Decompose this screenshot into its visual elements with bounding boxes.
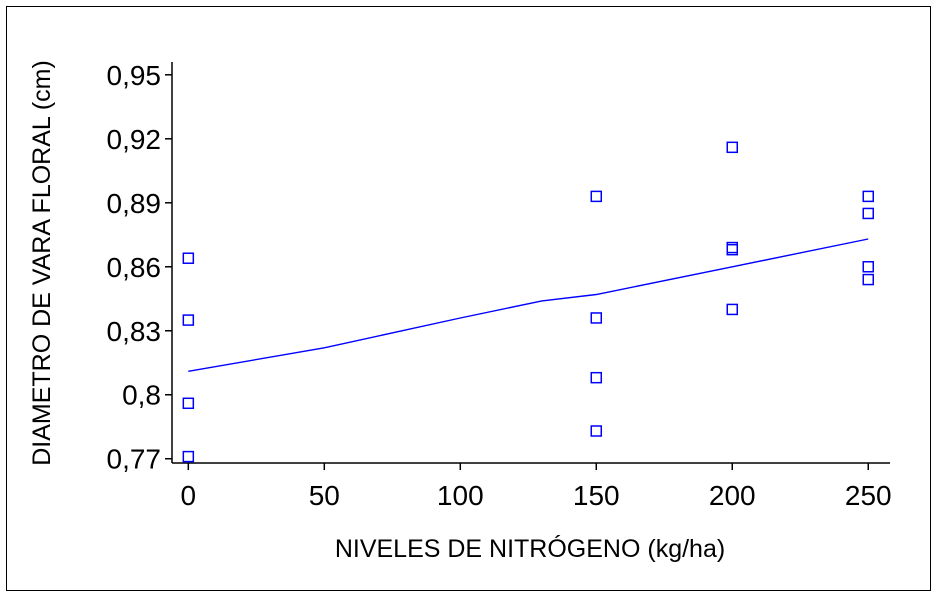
y-tick-label: 0,92 bbox=[107, 124, 162, 155]
chart-frame bbox=[6, 6, 931, 591]
data-point bbox=[182, 252, 195, 264]
x-tick-label: 250 bbox=[845, 480, 892, 511]
data-point bbox=[182, 314, 195, 326]
x-tick-label: 100 bbox=[437, 480, 484, 511]
data-point bbox=[590, 190, 603, 203]
data-point bbox=[862, 207, 874, 220]
y-tick-label: 0,8 bbox=[122, 380, 161, 411]
data-point bbox=[862, 261, 874, 273]
y-tick-label: 0,86 bbox=[107, 252, 162, 283]
y-axis: 0,77 0,8 0,83 0,86 0,89 0,92 0,95 bbox=[107, 60, 173, 475]
y-axis-title: DIAMETRO DE VARA FLORAL (cm) bbox=[28, 60, 56, 466]
x-axis: 0 50 100 150 200 250 bbox=[172, 462, 892, 511]
data-point bbox=[862, 273, 874, 286]
x-tick-label: 200 bbox=[709, 480, 756, 511]
x-axis-title: NIVELES DE NITRÓGENO (kg/ha) bbox=[335, 534, 725, 563]
x-tick-label: 0 bbox=[181, 480, 197, 511]
data-point bbox=[590, 425, 603, 437]
data-point bbox=[862, 190, 874, 203]
data-point bbox=[726, 243, 739, 256]
y-tick-label: 0,77 bbox=[107, 444, 162, 475]
x-tick-label: 150 bbox=[573, 480, 620, 511]
x-tick-label: 50 bbox=[309, 480, 340, 511]
data-point bbox=[590, 312, 603, 324]
regression-line bbox=[188, 238, 869, 372]
data-point bbox=[182, 450, 195, 463]
y-tick-label: 0,89 bbox=[107, 188, 162, 219]
data-point bbox=[726, 303, 739, 316]
regression-line-group bbox=[188, 238, 869, 372]
data-point bbox=[726, 141, 739, 154]
data-point bbox=[182, 397, 195, 410]
y-tick-label: 0,83 bbox=[107, 316, 162, 347]
data-points bbox=[182, 141, 874, 463]
data-point bbox=[590, 371, 603, 384]
y-tick-label: 0,95 bbox=[107, 60, 162, 91]
